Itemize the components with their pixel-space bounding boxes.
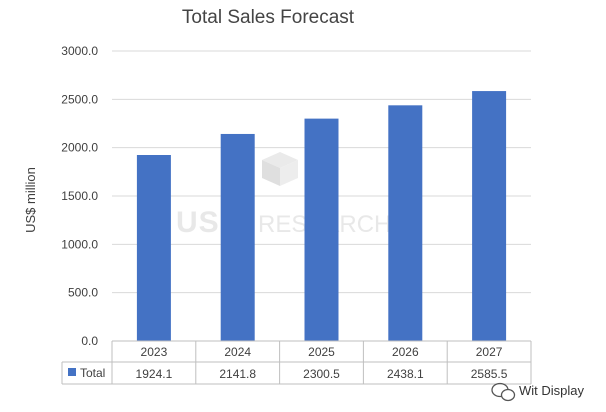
bar-2025 xyxy=(304,118,339,341)
y-tick-label: 3000.0 xyxy=(61,44,98,58)
logo-cube-right xyxy=(280,160,298,186)
y-axis-label: US$ million xyxy=(23,167,38,233)
x-tick-label: 2025 xyxy=(308,345,335,359)
table-value: 2438.1 xyxy=(387,367,424,381)
x-tick-label: 2024 xyxy=(224,345,251,359)
y-tick-label: 0.0 xyxy=(81,334,98,348)
y-tick-labels: 0.0 500.0 1000.0 1500.0 2000.0 2500.0 3000.0 xyxy=(61,44,98,348)
x-tick-label: 2023 xyxy=(141,345,168,359)
x-tick-label: 2027 xyxy=(476,345,503,359)
logo-cube-left xyxy=(262,160,280,186)
data-table: 2023 1924.1 2024 2141.8 2025 2300.5 2026 2438.1… xyxy=(61,340,532,385)
table-value: 2300.5 xyxy=(303,367,340,381)
y-tick-label: 2500.0 xyxy=(61,92,98,106)
legend-key xyxy=(68,368,76,376)
bar-2024 xyxy=(220,133,255,341)
wechat-icon xyxy=(491,382,516,402)
legend-label: Total xyxy=(80,366,105,380)
table-value: 1924.1 xyxy=(136,367,173,381)
bar-2023 xyxy=(136,155,171,341)
brand-watermark: Wit Display xyxy=(491,382,585,402)
y-tick-label: 1000.0 xyxy=(61,237,98,251)
x-tick-label: 2026 xyxy=(392,345,419,359)
brand-text: Wit Display xyxy=(519,383,585,398)
table-value: 2141.8 xyxy=(219,367,256,381)
bar-2026 xyxy=(388,105,423,341)
y-tick-label: 500.0 xyxy=(68,286,98,300)
logo-text: USI xyxy=(176,206,229,239)
y-tick-label: 1500.0 xyxy=(61,189,98,203)
bars xyxy=(136,91,507,342)
y-tick-label: 2000.0 xyxy=(61,141,98,155)
table-value: 2585.5 xyxy=(471,367,508,381)
bar-2027 xyxy=(472,91,507,342)
chart-title: Total Sales Forecast xyxy=(182,7,355,28)
